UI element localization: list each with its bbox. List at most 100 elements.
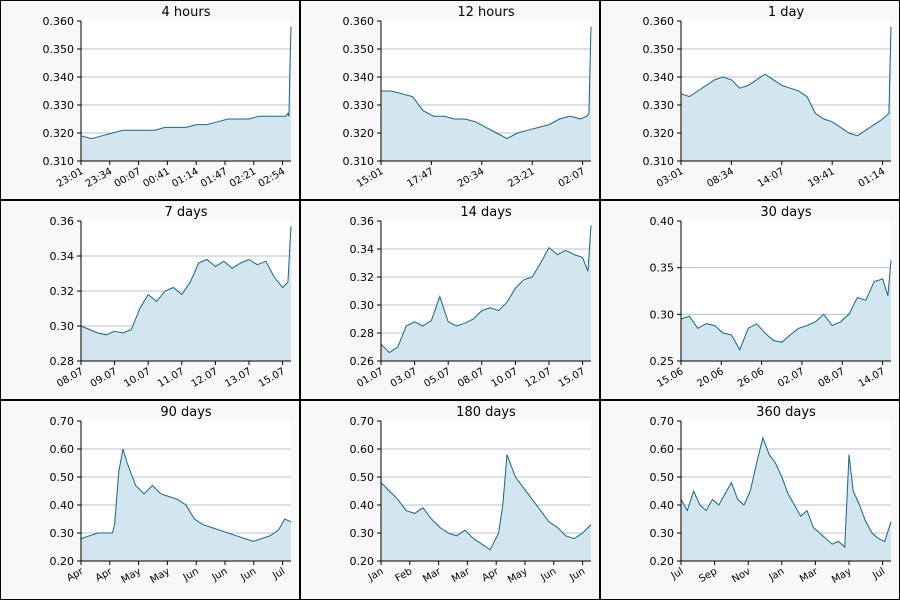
y-tick-label: 0.30 — [50, 320, 75, 333]
chart-title: 14 days — [460, 205, 512, 220]
x-tick-label: 10.07 — [490, 366, 520, 390]
x-tick-label: 00:07 — [113, 166, 143, 190]
x-tick-label: Apr — [480, 566, 501, 585]
x-tick-label: 11.07 — [156, 366, 186, 390]
y-tick-label: 0.310 — [343, 155, 375, 168]
x-tick-label: 15.07 — [257, 366, 287, 390]
x-tick-label: 20.06 — [696, 366, 726, 390]
y-tick-label: 0.50 — [350, 471, 375, 484]
x-tick-label: Jun — [181, 566, 201, 584]
x-tick-label: May — [148, 566, 171, 586]
chart-title: 12 hours — [457, 5, 514, 20]
x-tick-label: Jan — [366, 566, 386, 584]
y-tick-label: 0.34 — [350, 243, 375, 256]
y-tick-label: 0.30 — [350, 299, 375, 312]
x-tick-label: 17:47 — [405, 166, 435, 190]
y-tick-label: 0.36 — [350, 215, 375, 228]
x-tick-label: Apr — [65, 566, 86, 585]
y-tick-label: 0.330 — [343, 99, 375, 112]
y-tick-label: 0.320 — [43, 127, 75, 140]
chart-svg: 12 hours 0.310 0.320 0.330 0.340 0.350 0.360 15… — [343, 5, 592, 190]
x-tick-label: 08.07 — [816, 366, 846, 390]
chart-panel: 180 days 0.20 0.30 0.40 0.50 0.60 0.70 Jan Feb Ma… — [300, 400, 600, 600]
chart-svg: 90 days 0.20 0.30 0.40 0.50 0.60 0.70 Apr Apr May… — [50, 405, 292, 586]
y-tick-label: 0.50 — [650, 471, 675, 484]
series-line — [80, 448, 292, 542]
y-tick-label: 0.30 — [350, 527, 375, 540]
x-tick-label: 12.07 — [190, 366, 220, 390]
chart-title: 4 hours — [162, 5, 211, 20]
y-tick-label: 0.60 — [650, 443, 675, 456]
y-tick-label: 0.310 — [43, 155, 75, 168]
x-tick-label: Apr — [94, 566, 115, 585]
y-tick-label: 0.30 — [50, 527, 75, 540]
y-tick-label: 0.30 — [650, 308, 675, 321]
series-area — [381, 225, 591, 361]
chart-panel: 14 days 0.26 0.28 0.30 0.32 0.34 0.36 01.07 03.0… — [300, 200, 600, 400]
series-line — [80, 26, 292, 140]
series-line — [380, 225, 592, 354]
chart-svg: 360 days 0.20 0.30 0.40 0.50 0.60 0.70 Jul Sep No… — [650, 405, 892, 586]
y-tick-label: 0.20 — [50, 555, 75, 568]
x-tick-label: May — [830, 566, 853, 586]
y-tick-label: 0.28 — [50, 355, 75, 368]
y-tick-label: 0.60 — [350, 443, 375, 456]
x-tick-label: 13.07 — [223, 366, 253, 390]
x-tick-label: 01:14 — [170, 166, 200, 190]
x-tick-label: 20:34 — [456, 166, 486, 190]
chart-panel: 1 day 0.310 0.320 0.330 0.340 0.350 0.360 03:01… — [600, 0, 900, 200]
y-tick-label: 0.40 — [50, 499, 75, 512]
x-tick-label: Sep — [697, 566, 719, 585]
x-tick-label: 08.07 — [456, 366, 486, 390]
x-tick-label: Nov — [730, 566, 752, 585]
x-tick-label: Jun — [567, 566, 587, 584]
x-tick-label: 10.07 — [122, 366, 152, 390]
series-area — [381, 454, 591, 561]
x-tick-label: Mar — [421, 566, 444, 585]
x-tick-label: 05.07 — [422, 366, 452, 390]
y-tick-label: 0.340 — [343, 71, 375, 84]
series-line — [380, 454, 592, 551]
chart-panel: 360 days 0.20 0.30 0.40 0.50 0.60 0.70 Jul Sep No… — [600, 400, 900, 600]
series-area — [381, 26, 591, 161]
y-tick-label: 0.35 — [650, 262, 675, 275]
x-tick-label: 14:07 — [756, 166, 786, 190]
y-tick-label: 0.350 — [43, 43, 75, 56]
x-tick-label: Mar — [798, 566, 821, 585]
x-tick-label: 03.07 — [389, 366, 419, 390]
series-area — [681, 437, 891, 561]
chart-panel: 7 days 0.28 0.30 0.32 0.34 0.36 08.07 09.07 10.0… — [0, 200, 300, 400]
y-tick-label: 0.70 — [50, 415, 75, 428]
x-tick-label: 15.06 — [655, 366, 685, 390]
y-tick-label: 0.50 — [50, 471, 75, 484]
y-tick-label: 0.40 — [650, 215, 675, 228]
x-tick-label: Jan — [767, 566, 787, 584]
y-tick-label: 0.330 — [643, 99, 675, 112]
y-tick-label: 0.340 — [43, 71, 75, 84]
x-tick-label: Jun — [210, 566, 230, 584]
series-area — [81, 226, 291, 361]
y-tick-label: 0.360 — [643, 15, 675, 28]
x-tick-label: 15:01 — [355, 166, 385, 190]
y-tick-label: 0.26 — [350, 355, 375, 368]
x-tick-label: Jul — [270, 566, 287, 582]
y-tick-label: 0.350 — [343, 43, 375, 56]
chart-title: 7 days — [164, 205, 207, 220]
x-tick-label: 23:01 — [55, 166, 85, 190]
x-tick-label: 08:34 — [705, 166, 735, 190]
series-line — [680, 260, 892, 351]
y-tick-label: 0.40 — [650, 499, 675, 512]
y-tick-label: 0.350 — [643, 43, 675, 56]
chart-title: 360 days — [756, 405, 816, 420]
y-tick-label: 0.28 — [350, 327, 375, 340]
series-area — [81, 26, 291, 161]
y-tick-label: 0.320 — [343, 127, 375, 140]
chart-svg: 180 days 0.20 0.30 0.40 0.50 0.60 0.70 Jan Feb Ma… — [350, 405, 592, 586]
chart-panel: 4 hours 0.310 0.320 0.330 0.340 0.350 0.360 23:… — [0, 0, 300, 200]
y-tick-label: 0.32 — [350, 271, 375, 284]
chart-title: 1 day — [768, 5, 805, 20]
x-tick-label: Jun — [538, 566, 558, 584]
y-tick-label: 0.36 — [50, 215, 75, 228]
x-tick-label: 02:07 — [557, 166, 587, 190]
